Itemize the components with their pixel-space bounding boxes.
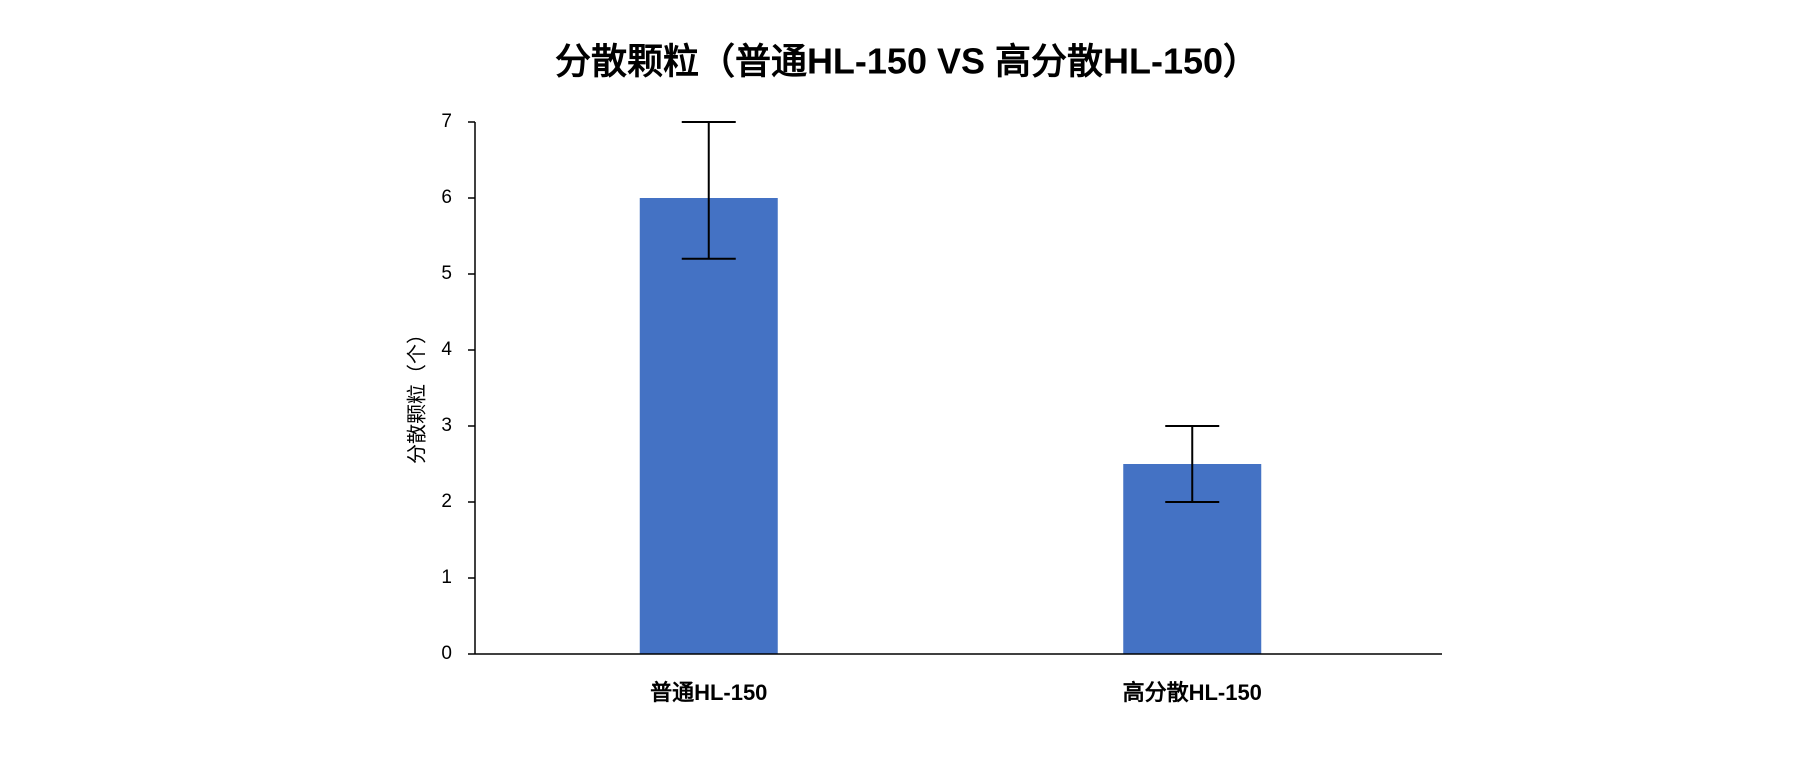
y-tick-label: 3 [441, 415, 452, 436]
y-tick-label: 4 [441, 339, 452, 360]
y-tick-label: 7 [441, 111, 452, 132]
x-tick-label: 普通HL-150 [650, 680, 767, 705]
x-tick-label: 高分散HL-150 [1123, 680, 1262, 705]
y-tick-label: 2 [441, 491, 452, 512]
y-tick-label: 6 [441, 187, 452, 208]
y-tick-label: 0 [441, 643, 452, 664]
y-axis-label: 分散颗粒（个） [405, 324, 428, 464]
y-tick-label: 1 [441, 567, 452, 588]
chart-title: 分散颗粒（普通HL-150 VS 高分散HL-150） [555, 41, 1259, 82]
bar [639, 198, 778, 654]
y-tick-label: 5 [441, 263, 452, 284]
